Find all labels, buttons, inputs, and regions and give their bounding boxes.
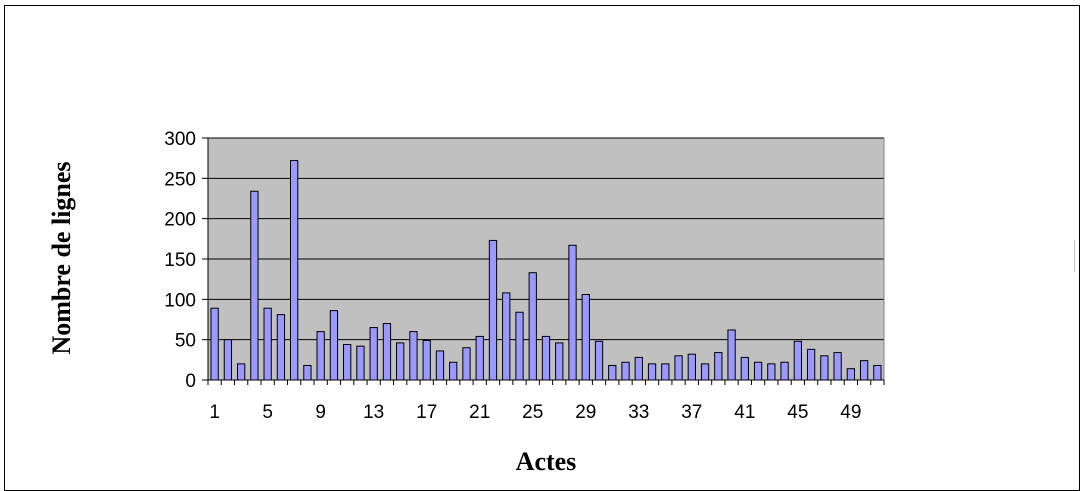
- bar-acte-20: [462, 347, 471, 381]
- edge-marker: [1074, 240, 1075, 272]
- bar-acte-3: [236, 363, 246, 381]
- bar-acte-39: [714, 352, 723, 381]
- bar-acte-4: [250, 190, 259, 381]
- y-tick-label: 0: [185, 371, 196, 392]
- bar-acte-37: [687, 353, 696, 381]
- bar-acte-31: [608, 364, 617, 381]
- x-tick-label: 1: [209, 402, 220, 423]
- y-tick-label: 150: [164, 250, 196, 271]
- bar-acte-38: [700, 363, 710, 381]
- bar-acte-17: [422, 339, 431, 381]
- x-tick-label: 49: [840, 402, 861, 423]
- bar-acte-36: [674, 355, 683, 381]
- bar-acte-16: [409, 331, 418, 381]
- gridlines: [208, 137, 885, 380]
- x-tick-label: 5: [262, 402, 273, 423]
- bar-acte-46: [806, 348, 816, 381]
- y-tick-label: 300: [164, 129, 196, 150]
- bar-acte-50: [859, 360, 869, 381]
- y-tick-label: 250: [164, 169, 196, 190]
- bar-acte-23: [502, 292, 511, 381]
- y-tick-label: 50: [175, 331, 196, 352]
- bar-acte-45: [793, 340, 802, 381]
- bar-acte-44: [780, 361, 789, 381]
- y-tick-labels: 0 50 100 150 200 250 300: [164, 129, 196, 392]
- x-tick-label: 37: [681, 402, 702, 423]
- bar-acte-48: [833, 352, 842, 381]
- x-tick-label: 9: [315, 402, 326, 423]
- bar-acte-29: [581, 293, 590, 381]
- bar-acte-11: [343, 344, 352, 381]
- bar-acte-27: [555, 342, 564, 381]
- bar-acte-47: [820, 355, 829, 381]
- bar-acte-24: [515, 311, 524, 381]
- x-tick-labels: 1 5 9 13 17 21 25 29 33 37 41 45 49: [209, 402, 861, 423]
- y-tick-label: 100: [164, 290, 196, 311]
- bar-acte-40: [727, 329, 736, 381]
- bar-acte-9: [316, 331, 325, 381]
- x-tick-label: 25: [522, 402, 543, 423]
- bar-acte-33: [634, 356, 643, 381]
- bar-acte-51: [873, 364, 882, 381]
- x-tick-label: 21: [469, 402, 490, 423]
- x-tick-label: 17: [416, 402, 437, 423]
- bar-acte-2: [223, 339, 233, 381]
- bar-acte-14: [382, 323, 392, 381]
- bar-acte-21: [475, 335, 484, 381]
- bar-acte-10: [329, 310, 339, 381]
- bar-acte-13: [369, 327, 378, 381]
- bar-acte-6: [276, 314, 286, 381]
- bar-acte-32: [621, 361, 630, 381]
- bar-acte-12: [356, 345, 365, 381]
- bar-acte-28: [568, 244, 577, 381]
- bar-acte-49: [846, 368, 856, 381]
- bar-acte-43: [767, 363, 776, 381]
- bar-acte-8: [303, 364, 312, 381]
- x-tick-label: 45: [787, 402, 808, 423]
- bar-acte-42: [753, 361, 763, 381]
- x-tick-label: 33: [628, 402, 649, 423]
- bar-acte-22: [488, 239, 498, 381]
- bar-acte-30: [594, 340, 604, 381]
- bar-acte-5: [263, 307, 272, 381]
- x-axis-title: Actes: [516, 447, 577, 476]
- y-tick-label: 200: [164, 210, 196, 231]
- bar-acte-15: [396, 342, 405, 381]
- axes: [202, 137, 885, 385]
- x-tick-label: 13: [363, 402, 384, 423]
- bar-acte-1: [210, 307, 219, 381]
- bar-acte-41: [740, 356, 749, 381]
- bar-acte-35: [661, 363, 670, 381]
- y-axis-title: Nombre de lignes: [47, 161, 76, 354]
- x-tick-label: 41: [734, 402, 755, 423]
- x-tick-label: 29: [575, 402, 596, 423]
- bar-acte-34: [647, 363, 657, 381]
- bar-acte-18: [435, 350, 445, 381]
- bar-acte-25: [528, 272, 537, 381]
- bar-acte-7: [290, 160, 299, 381]
- bar-acte-19: [449, 361, 458, 381]
- bar-acte-26: [541, 335, 551, 381]
